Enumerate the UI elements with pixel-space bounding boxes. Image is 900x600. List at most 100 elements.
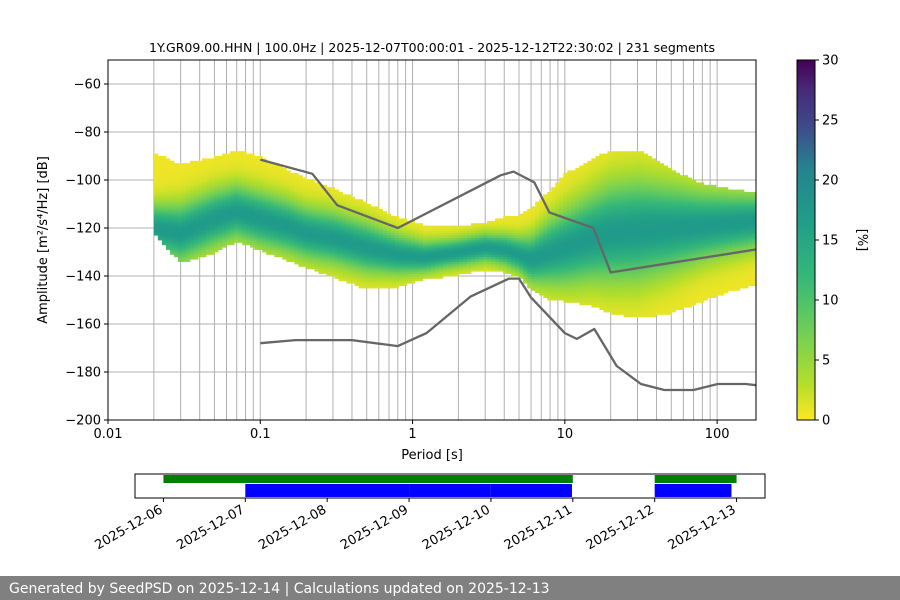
heatmap-cell [266,172,271,176]
heatmap-cell [583,240,588,243]
heatmap-cell [318,230,323,234]
heatmap-cell [563,180,568,183]
heatmap-cell [274,206,279,210]
heatmap-cell [346,240,351,243]
heatmap-cell [282,242,287,246]
heatmap-cell [218,208,223,212]
heatmap-cell [507,242,512,246]
heatmap-cell [318,268,323,272]
heatmap-cell [515,261,520,265]
heatmap-cell [523,276,528,279]
heatmap-cell [390,228,396,231]
heatmap-cell [165,211,171,214]
heatmap-cell [218,228,223,231]
heatmap-cell [611,264,616,267]
heatmap-cell [214,160,219,164]
heatmap-cell [286,206,291,210]
heatmap-cell [402,278,408,282]
heatmap-cell [611,285,616,289]
heatmap-cell [551,295,556,298]
heatmap-cell [563,189,568,193]
heatmap-cell [619,240,624,243]
heatmap-cell [599,163,604,166]
heatmap-cell [615,256,620,260]
heatmap-cell [623,297,628,301]
heatmap-cell [567,249,572,253]
heatmap-cell [547,223,552,226]
heatmap-cell [531,213,536,217]
heatmap-cell [266,168,271,171]
heatmap-cell [362,259,368,262]
heatmap-cell [615,235,620,238]
heatmap-cell [226,204,231,207]
heatmap-cell [366,259,372,262]
heatmap-cell [266,225,271,229]
heatmap-cell [527,223,532,226]
heatmap-cell [350,261,355,265]
heatmap-cell [258,182,263,186]
heatmap-cell [370,244,376,248]
heatmap-cell [426,268,432,272]
heatmap-cell [651,170,657,174]
heatmap-cell [206,165,211,169]
heatmap-cell [607,192,612,195]
heatmap-cell [410,242,416,246]
heatmap-cell [254,201,259,205]
heatmap-cell [454,249,460,253]
heatmap-cell [214,213,219,217]
heatmap-cell [639,218,644,222]
heatmap-cell [318,247,323,250]
heatmap-cell [511,225,516,229]
heatmap-cell [266,182,271,186]
heatmap-cell [571,249,576,253]
heatmap-cell [165,182,171,186]
heatmap-cell [635,297,640,301]
heatmap-cell [611,192,616,195]
heatmap-cell [603,302,608,306]
heatmap-cell [454,266,460,270]
heatmap-cell [571,223,576,226]
heatmap-cell [615,204,620,207]
heatmap-cell [306,247,311,250]
heatmap-cell [603,192,608,195]
heatmap-cell [487,230,492,234]
heatmap-cell [503,235,508,238]
heatmap-cell [354,242,359,246]
heatmap-cell [595,292,600,296]
heatmap-cell [210,170,215,174]
heatmap-cell [193,218,199,222]
heatmap-cell [210,213,215,217]
heatmap-cell [470,223,476,226]
heatmap-cell [422,249,428,253]
heatmap-cell [599,216,604,219]
heatmap-cell [342,261,347,265]
heatmap-cell [165,244,171,248]
heatmap-cell [210,206,215,210]
heatmap-cell [583,204,588,207]
heatmap-cell [515,225,520,229]
heatmap-cell [262,177,267,181]
heatmap-cell [298,187,303,190]
heatmap-cell [559,187,564,190]
heatmap-cell [615,211,620,214]
heatmap-cell [402,232,408,236]
heatmap-cell [651,194,657,198]
heatmap-cell [651,163,657,166]
heatmap-cell [306,266,311,270]
heatmap-cell [563,232,568,236]
heatmap-cell [346,252,351,255]
heatmap-cell [330,230,335,234]
heatmap-cell [567,244,572,248]
heatmap-cell [334,213,339,217]
heatmap-cell [591,244,596,248]
heatmap-cell [555,218,560,222]
heatmap-cell [651,201,657,205]
heatmap-cell [294,259,299,262]
heatmap-cell [639,172,644,176]
heatmap-cell [631,242,636,246]
heatmap-cell [587,175,592,178]
heatmap-cell [234,211,239,214]
heatmap-cell [438,256,444,260]
heatmap-cell [306,194,311,198]
heatmap-cell [611,172,616,176]
